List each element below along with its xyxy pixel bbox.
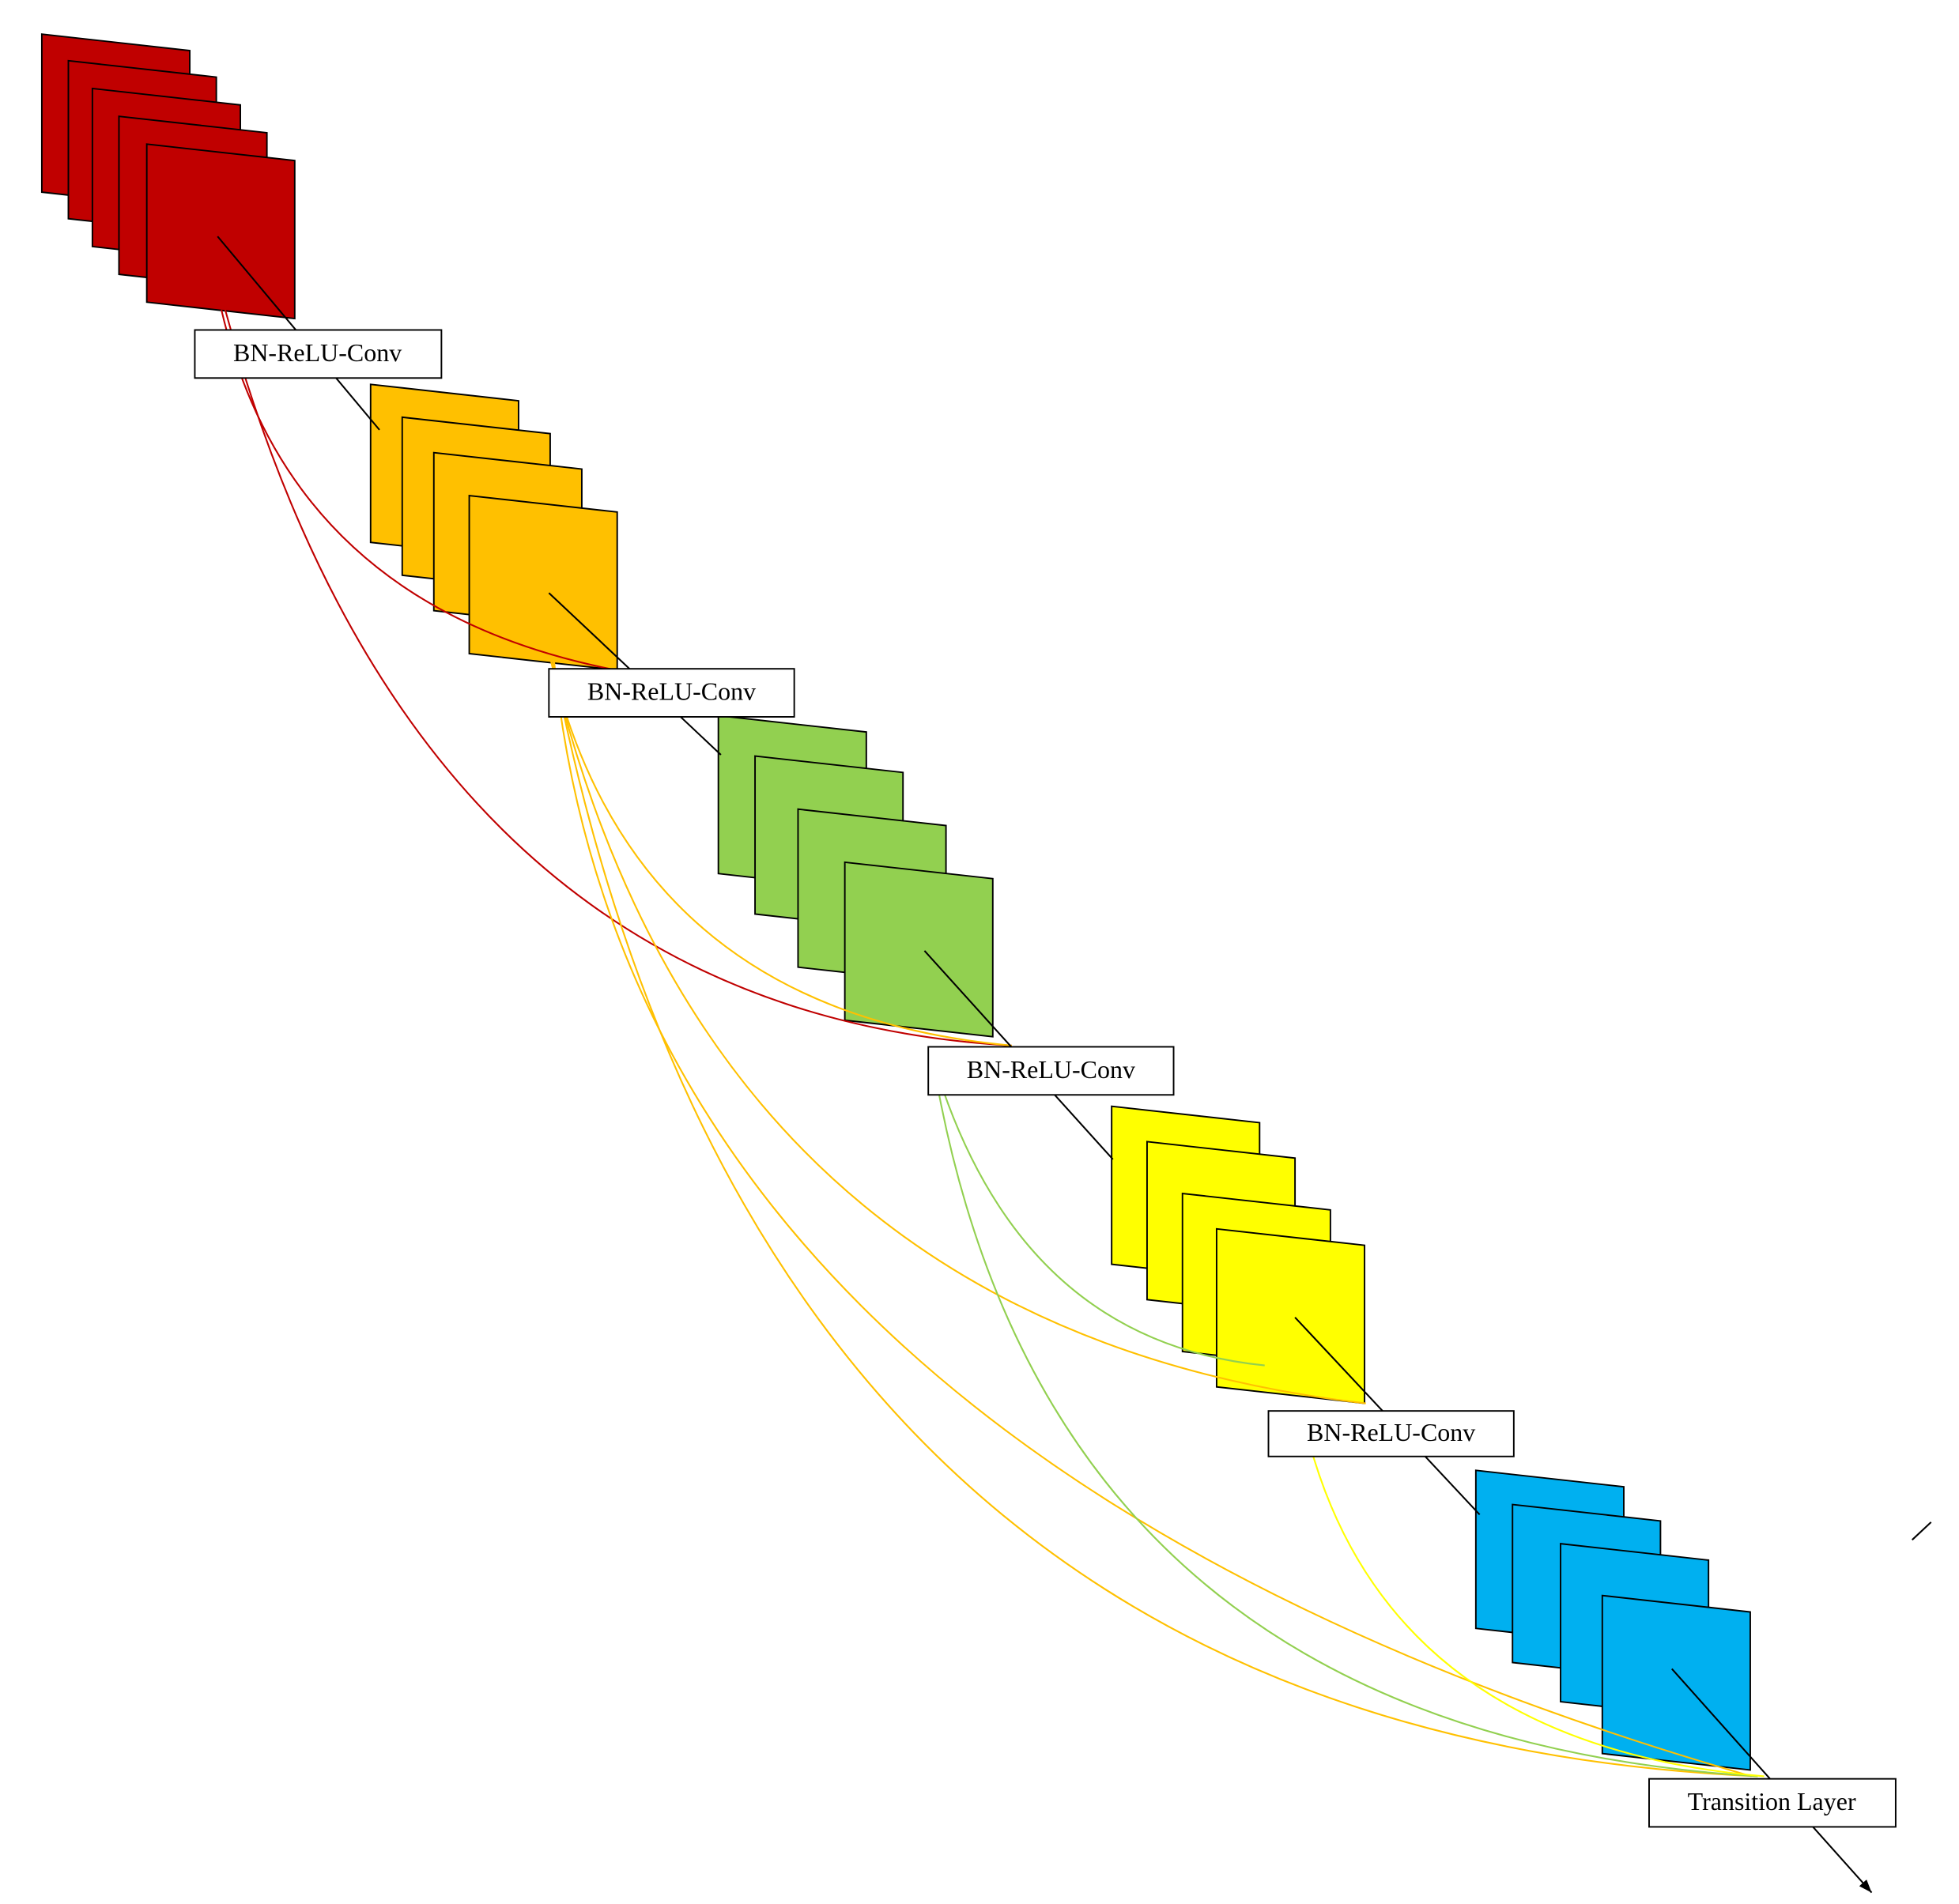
skip-edge (224, 309, 1012, 1046)
skip-edge (549, 657, 1366, 1404)
label-box (927, 1046, 1175, 1096)
feature-maps (40, 33, 1751, 1771)
feature-map (1215, 1227, 1366, 1404)
label-box (548, 668, 795, 718)
skip-connections (221, 309, 1765, 1778)
skip-edge (549, 657, 1012, 1046)
skip-edge (221, 309, 617, 671)
node-label: Transition Layer (1688, 1787, 1856, 1815)
labels: BN-ReLU-Conv BN-ReLU-Conv BN-ReLU-Conv B… (194, 329, 1897, 1828)
skip-edge (930, 1046, 1758, 1778)
node-label: BN-ReLU-Conv (967, 1055, 1135, 1084)
feature-map (1601, 1594, 1751, 1771)
skip-edge (553, 659, 1752, 1778)
feature-map (468, 494, 618, 671)
node-label: BN-ReLU-Conv (587, 677, 756, 706)
skip-edge (928, 1046, 1265, 1367)
node-label: BN-ReLU-Conv (1307, 1418, 1475, 1446)
feature-map (145, 143, 296, 320)
stray-line (1911, 1521, 1932, 1541)
label-box (1267, 1410, 1515, 1457)
skip-edge (552, 659, 1758, 1778)
label-box (1648, 1778, 1897, 1828)
node-label: BN-ReLU-Conv (233, 338, 402, 367)
label-box (194, 329, 443, 379)
skip-edge (1308, 1441, 1765, 1778)
feature-map (844, 861, 994, 1038)
